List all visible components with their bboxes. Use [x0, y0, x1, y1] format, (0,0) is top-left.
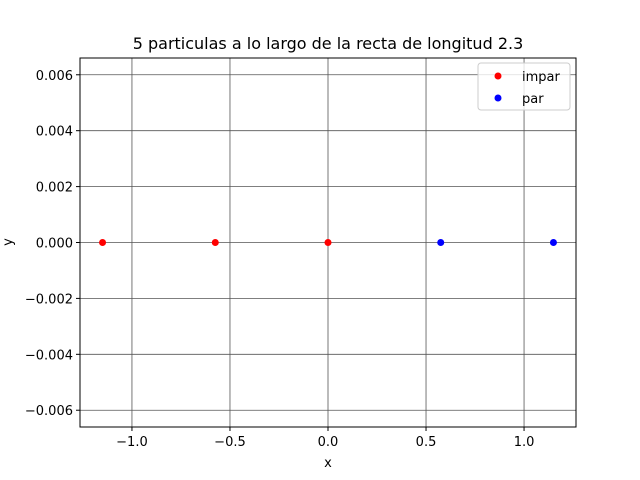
data-point-impar [211, 239, 219, 246]
x-tick-label: −0.5 [214, 435, 246, 450]
data-points [99, 239, 557, 246]
x-tick-label: 0.0 [318, 435, 339, 450]
y-tick-label: 0.004 [36, 125, 73, 140]
legend-label-par: par [522, 92, 544, 107]
axis-ticks: −1.0 −0.5 0.0 0.5 1.0 0.006 0.004 0.002 0.000 −0.… [25, 69, 535, 450]
data-point-impar [99, 239, 107, 246]
y-tick-label: 0.000 [36, 237, 73, 252]
grid-lines [80, 58, 576, 427]
legend-label-impar: impar [522, 70, 560, 85]
x-tick-label: 1.0 [514, 435, 535, 450]
y-tick-label: 0.006 [36, 69, 73, 84]
legend-marker-par [494, 94, 502, 102]
legend: impar par [477, 62, 571, 111]
data-point-impar [324, 239, 332, 246]
x-tick-label: −1.0 [116, 435, 148, 450]
x-axis-label: x [324, 456, 332, 471]
plot-frame [79, 57, 577, 428]
y-tick-label: −0.004 [25, 348, 73, 363]
chart-title: 5 particulas a lo largo de la recta de l… [133, 34, 524, 53]
y-tick-label: −0.002 [25, 292, 73, 307]
y-tick-label: 0.002 [36, 181, 73, 196]
data-point-par [549, 239, 557, 246]
y-axis-label: y [1, 238, 16, 246]
legend-marker-impar [494, 72, 502, 80]
y-tick-label: −0.006 [25, 404, 73, 419]
data-point-par [437, 239, 445, 246]
x-tick-label: 0.5 [416, 435, 437, 450]
